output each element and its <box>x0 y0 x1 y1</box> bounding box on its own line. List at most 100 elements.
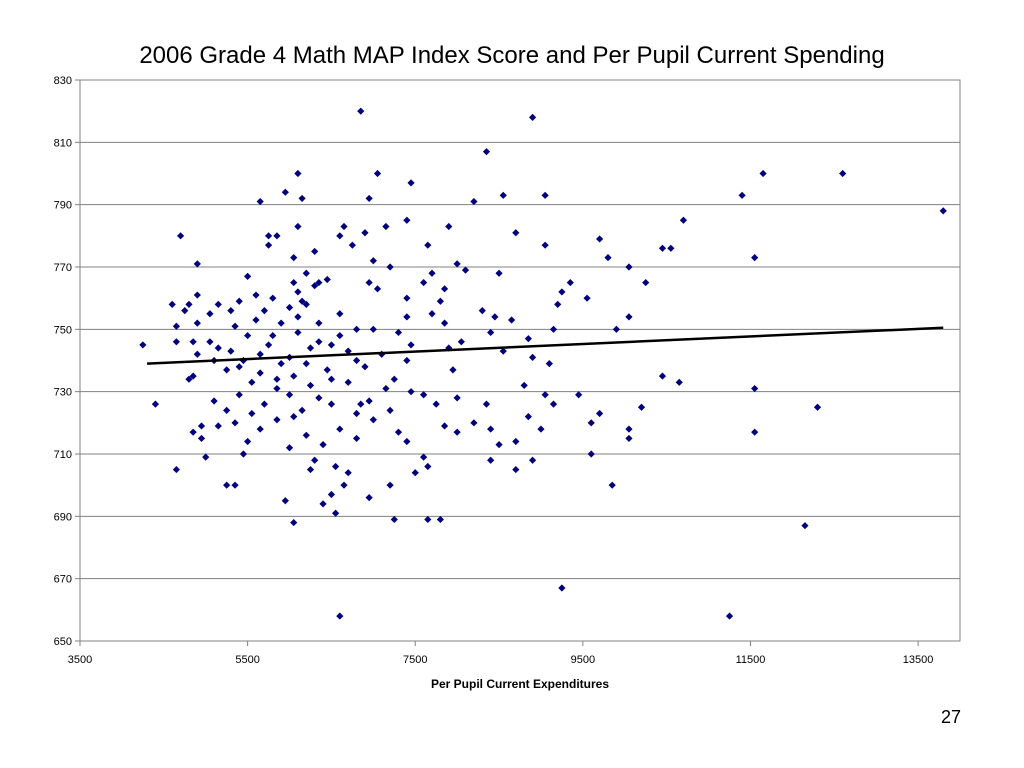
data-point <box>403 216 411 224</box>
data-point <box>256 369 264 377</box>
y-tick-labels: 650 670 690 710 730 750 770 790 810 830 <box>54 75 80 648</box>
data-point <box>512 465 520 474</box>
data-point <box>206 338 214 346</box>
data-point <box>306 344 315 352</box>
data-point <box>428 310 436 318</box>
data-point <box>759 169 767 178</box>
data-point <box>244 272 252 280</box>
data-point <box>604 254 612 262</box>
data-point <box>172 322 180 330</box>
data-point <box>587 450 595 458</box>
x-tick-label: 3500 <box>68 654 92 666</box>
data-point <box>273 416 281 424</box>
data-point <box>193 291 201 299</box>
data-point <box>432 400 440 408</box>
data-point <box>277 360 285 368</box>
y-tick-label: 810 <box>54 137 72 149</box>
data-point <box>751 428 759 436</box>
data-point <box>373 169 382 178</box>
data-point <box>290 518 298 527</box>
data-point <box>361 229 369 237</box>
y-tick-label: 770 <box>54 262 72 274</box>
data-point <box>193 319 201 327</box>
data-point <box>386 481 394 489</box>
data-point <box>449 366 457 374</box>
data-points <box>139 107 947 620</box>
data-point <box>260 400 268 408</box>
data-point <box>285 391 294 399</box>
data-point <box>290 413 298 421</box>
data-point <box>244 437 252 446</box>
data-point <box>223 406 231 414</box>
data-point <box>298 406 306 414</box>
data-point <box>390 375 398 383</box>
data-point <box>319 500 327 508</box>
data-point <box>306 465 315 474</box>
data-point <box>407 341 415 349</box>
data-point <box>227 347 235 355</box>
data-point <box>453 428 461 436</box>
data-point <box>357 107 365 115</box>
data-point <box>751 384 759 393</box>
data-point <box>281 497 289 505</box>
data-point <box>202 453 210 461</box>
data-point <box>386 263 394 271</box>
data-point <box>256 425 264 433</box>
data-point <box>244 331 252 340</box>
data-point <box>302 431 310 439</box>
data-point <box>352 434 361 443</box>
data-point <box>365 494 373 502</box>
data-point <box>365 278 373 287</box>
data-point <box>436 297 444 305</box>
y-tick-label: 750 <box>54 324 72 336</box>
data-point <box>566 278 574 287</box>
data-point <box>273 384 281 393</box>
data-point <box>327 341 336 349</box>
data-point <box>323 366 331 374</box>
data-point <box>214 422 222 430</box>
y-tick-label: 830 <box>54 75 72 87</box>
data-point <box>139 341 147 349</box>
data-point <box>642 278 650 287</box>
data-point <box>210 397 218 405</box>
data-point <box>596 409 604 418</box>
data-point <box>558 288 566 296</box>
data-point <box>264 232 273 240</box>
data-point <box>323 275 331 284</box>
data-point <box>168 300 176 308</box>
x-tick-label: 9500 <box>571 654 595 666</box>
trend-line <box>146 326 944 365</box>
data-point <box>294 288 302 296</box>
data-point <box>273 232 281 240</box>
data-point <box>302 300 310 308</box>
data-point <box>939 207 947 215</box>
data-point <box>336 612 344 620</box>
data-point <box>499 347 507 355</box>
data-point <box>403 437 411 446</box>
data-point <box>315 319 323 327</box>
data-point <box>390 515 398 524</box>
plot-area-frame <box>79 79 961 642</box>
data-point <box>625 313 633 321</box>
data-point <box>411 469 419 477</box>
data-point <box>658 372 667 380</box>
data-point <box>352 325 361 333</box>
y-tick-label: 710 <box>54 449 72 461</box>
data-point <box>235 391 243 399</box>
data-point <box>298 194 306 203</box>
data-point <box>256 350 264 358</box>
data-point <box>294 313 302 321</box>
data-point <box>332 462 340 471</box>
data-point <box>197 434 206 443</box>
data-point <box>336 232 344 240</box>
x-tick-label: 5500 <box>235 654 259 666</box>
data-point <box>667 244 675 252</box>
data-point <box>751 254 759 262</box>
data-point <box>394 328 403 337</box>
data-point <box>290 278 298 287</box>
data-point <box>583 294 591 302</box>
data-point <box>445 222 453 231</box>
y-tick-label: 690 <box>54 511 72 523</box>
gridlines <box>80 141 960 580</box>
